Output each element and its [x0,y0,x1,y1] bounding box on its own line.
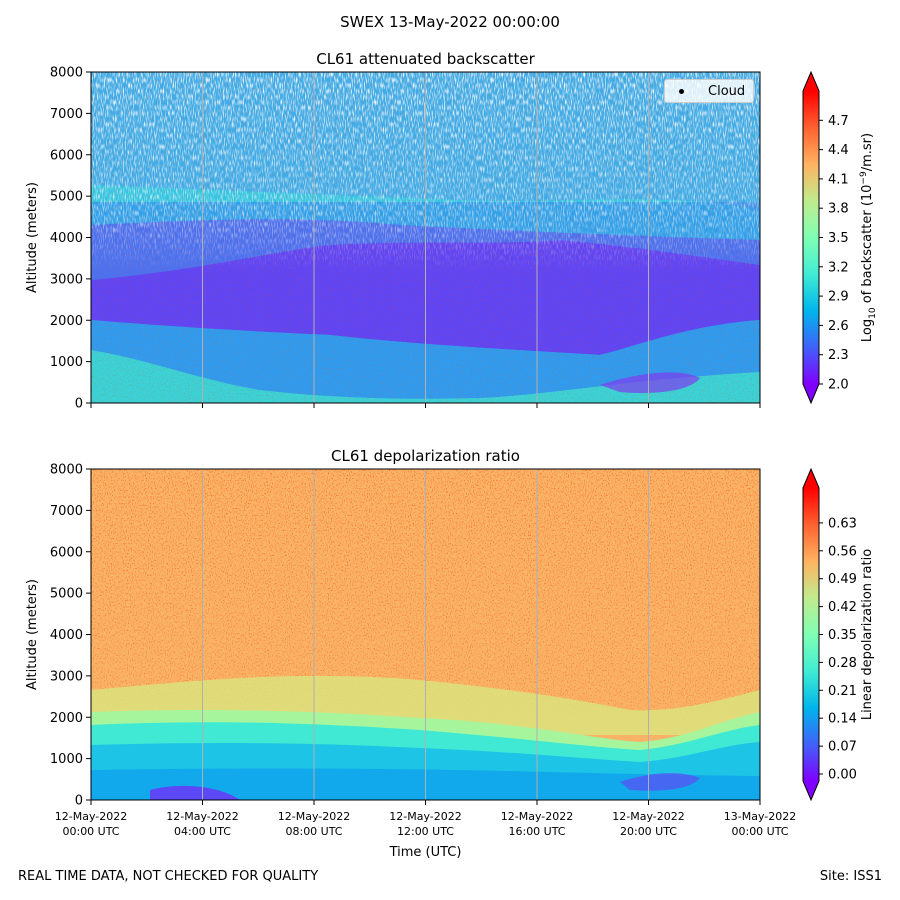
depolarization-xtick-time: 04:00 UTC [174,825,231,838]
depolarization-ytick-label: 8000 [50,463,83,478]
depolarization-ytick-label: 0 [75,794,83,809]
depolarization-ytick-label: 1000 [50,752,83,767]
backscatter-colorbar-tick-label: 3.8 [828,202,849,217]
depolarization-ylabel: Altitude (meters) [25,579,40,690]
depolarization-colorbar-tick-label: 0.63 [828,516,857,531]
depolarization-xtick-time: 00:00 UTC [731,825,788,838]
depolarization-ytick-label: 2000 [50,711,83,726]
depolarization-colorbar-tick-label: 0.07 [828,740,857,755]
depolarization-xtick-time: 00:00 UTC [62,825,119,838]
backscatter-ytick-label: 7000 [50,107,83,122]
depolarization-xtick-date: 12-May-2022 [501,810,573,823]
depolarization-title: CL61 depolarization ratio [331,447,520,465]
depolarization-colorbar-extend-max [803,469,819,488]
site-label: Site: ISS1 [819,869,882,884]
backscatter-colorbar-extend-max [803,72,819,91]
backscatter-ylabel: Altitude (meters) [25,182,40,293]
depolarization-xtick-date: 12-May-2022 [55,810,127,823]
depolarization-xtick-date: 12-May-2022 [278,810,350,823]
backscatter-colorbar-tick-label: 4.7 [828,114,849,129]
cloud-legend-label: Cloud [708,84,746,99]
depolarization-xlabel: Time (UTC) [389,845,462,860]
depolarization-ytick-label: 7000 [50,504,83,519]
cloud-marker-icon [679,89,684,94]
depolarization-xtick-time: 20:00 UTC [620,825,677,838]
depolarization-colorbar-tick-label: 0.56 [828,544,857,559]
depolarization-ytick-label: 6000 [50,545,83,560]
depolarization-colorbar-extend-min [803,781,819,800]
backscatter-ytick-label: 3000 [50,272,83,287]
depolarization-colorbar-tick-label: 0.49 [828,572,857,587]
depolarization-colorbar-tick-label: 0.00 [828,768,857,783]
backscatter-ytick-label: 2000 [50,314,83,329]
depolarization-colorbar-tick-label: 0.21 [828,684,857,699]
backscatter-ytick-label: 4000 [50,231,83,246]
depolarization-colorbar-tick-label: 0.35 [828,628,857,643]
depolarization-xtick-date: 12-May-2022 [166,810,238,823]
depolarization-xtick-time: 16:00 UTC [508,825,565,838]
backscatter-colorbar-extend-min [803,384,819,403]
depolarization-xtick-date: 13-May-2022 [724,810,796,823]
depolarization-ytick-label: 4000 [50,628,83,643]
backscatter-colorbar-label: Log10 of backscatter (10−9/m.sr) [859,133,878,342]
backscatter-colorbar-tick-label: 2.0 [828,378,849,393]
backscatter-colorbar-tick-label: 2.9 [828,290,849,305]
backscatter-colorbar-tick-label: 4.1 [828,172,849,187]
backscatter-colorbar-tick-label: 4.4 [828,143,849,158]
depolarization-ytick-label: 5000 [50,587,83,602]
depolarization-colorbar-tick-label: 0.14 [828,712,857,727]
depolarization-xtick-date: 12-May-2022 [389,810,461,823]
backscatter-colorbar-tick-label: 3.2 [828,260,849,275]
depolarization-xtick-date: 12-May-2022 [612,810,684,823]
backscatter-colorbar-tick-label: 3.5 [828,231,849,246]
backscatter-colorbar [803,91,819,384]
depolarization-colorbar [803,488,819,781]
depolarization-xtick-time: 08:00 UTC [285,825,342,838]
backscatter-colorbar-tick-label: 2.6 [828,319,849,334]
depolarization-colorbar-tick-label: 0.42 [828,600,857,615]
figure-title: SWEX 13-May-2022 00:00:00 [340,13,560,31]
cloud-legend: Cloud [664,79,754,103]
quality-disclaimer: REAL TIME DATA, NOT CHECKED FOR QUALITY [18,869,319,884]
depolarization-colorbar-tick-label: 0.28 [828,656,857,671]
backscatter-ytick-label: 5000 [50,190,83,205]
depolarization-xtick-time: 12:00 UTC [397,825,454,838]
backscatter-ytick-label: 1000 [50,355,83,370]
backscatter-ytick-label: 0 [75,397,83,412]
backscatter-colorbar-tick-label: 2.3 [828,348,849,363]
backscatter-title: CL61 attenuated backscatter [316,50,535,68]
depolarization-ytick-label: 3000 [50,669,83,684]
backscatter-ytick-label: 8000 [50,66,83,81]
depolarization-colorbar-label: Linear depolarization ratio [860,549,875,720]
depolarization-colorbar-outline [802,467,820,802]
backscatter-ytick-label: 6000 [50,148,83,163]
